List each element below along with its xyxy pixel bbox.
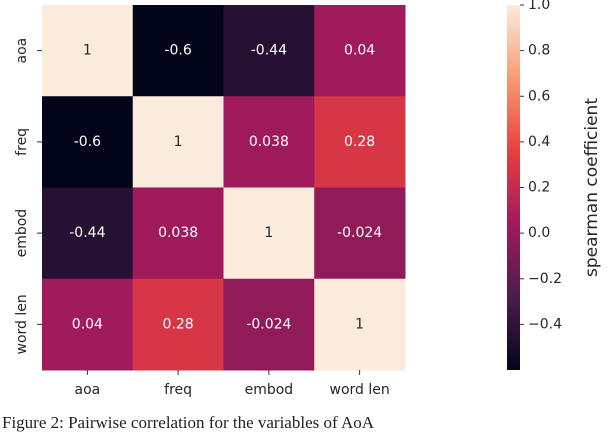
colorbar [507,5,520,370]
colorbar-tick-label: 0.8 [528,43,550,59]
colorbar-tick-label: 0.0 [528,225,550,241]
heatmap-cell [132,278,224,371]
colorbar-tick-label: 1.0 [528,0,550,13]
x-tick-label: word len [330,382,390,398]
heatmap-cell [132,187,224,280]
heatmap-cell [223,278,315,371]
heatmap-cell [132,5,224,97]
cell-label: 1 [264,225,273,241]
colorbar-tick-label: 0.6 [528,88,550,104]
cell-label: -0.6 [164,43,191,59]
cell-label: 1 [174,134,183,150]
cell-label: 0.04 [72,316,103,332]
cell-label: 1 [355,316,364,332]
heatmap-cell [223,96,315,188]
colorbar-label: spearman coefficient [582,98,602,277]
heatmap-cell [132,96,224,188]
heatmap-cell [42,278,134,371]
cell-label: -0.6 [74,134,101,150]
cell-label: 0.038 [249,134,289,150]
x-tick-label: freq [164,382,192,398]
cell-label: 0.038 [158,225,198,241]
heatmap-cell [42,96,134,188]
caption: Figure 2: Pairwise correlation for the v… [2,413,375,432]
cell-label: -0.024 [246,316,291,332]
heatmap-cell [314,187,406,280]
cell-label: -0.44 [251,43,287,59]
y-tick-label: freq [14,128,30,156]
x-tick-label: embod [245,382,294,398]
heatmap-cell [42,187,134,280]
heatmap-cell [314,278,406,371]
cell-label: -0.44 [69,225,105,241]
colorbar-tick-label: −0.4 [528,316,562,332]
colorbar-tick-label: 0.4 [528,134,550,150]
x-tick-label: aoa [75,382,101,398]
cell-label: 0.04 [344,43,375,59]
cell-label: 0.28 [163,316,194,332]
heatmap-cell [223,187,315,280]
heatmap-cell [42,5,134,97]
cell-label: -0.024 [337,225,382,241]
cell-label: 1 [83,43,92,59]
colorbar-tick-label: 0.2 [528,180,550,196]
y-tick-label: embod [14,209,30,258]
heatmap-cell [314,5,406,97]
heatmap-cell [223,5,315,97]
heatmap-cell [314,96,406,188]
y-tick-label: word len [14,294,30,354]
cell-label: 0.28 [344,134,375,150]
colorbar-tick-label: −0.2 [528,271,562,287]
y-tick-label: aoa [14,38,30,64]
